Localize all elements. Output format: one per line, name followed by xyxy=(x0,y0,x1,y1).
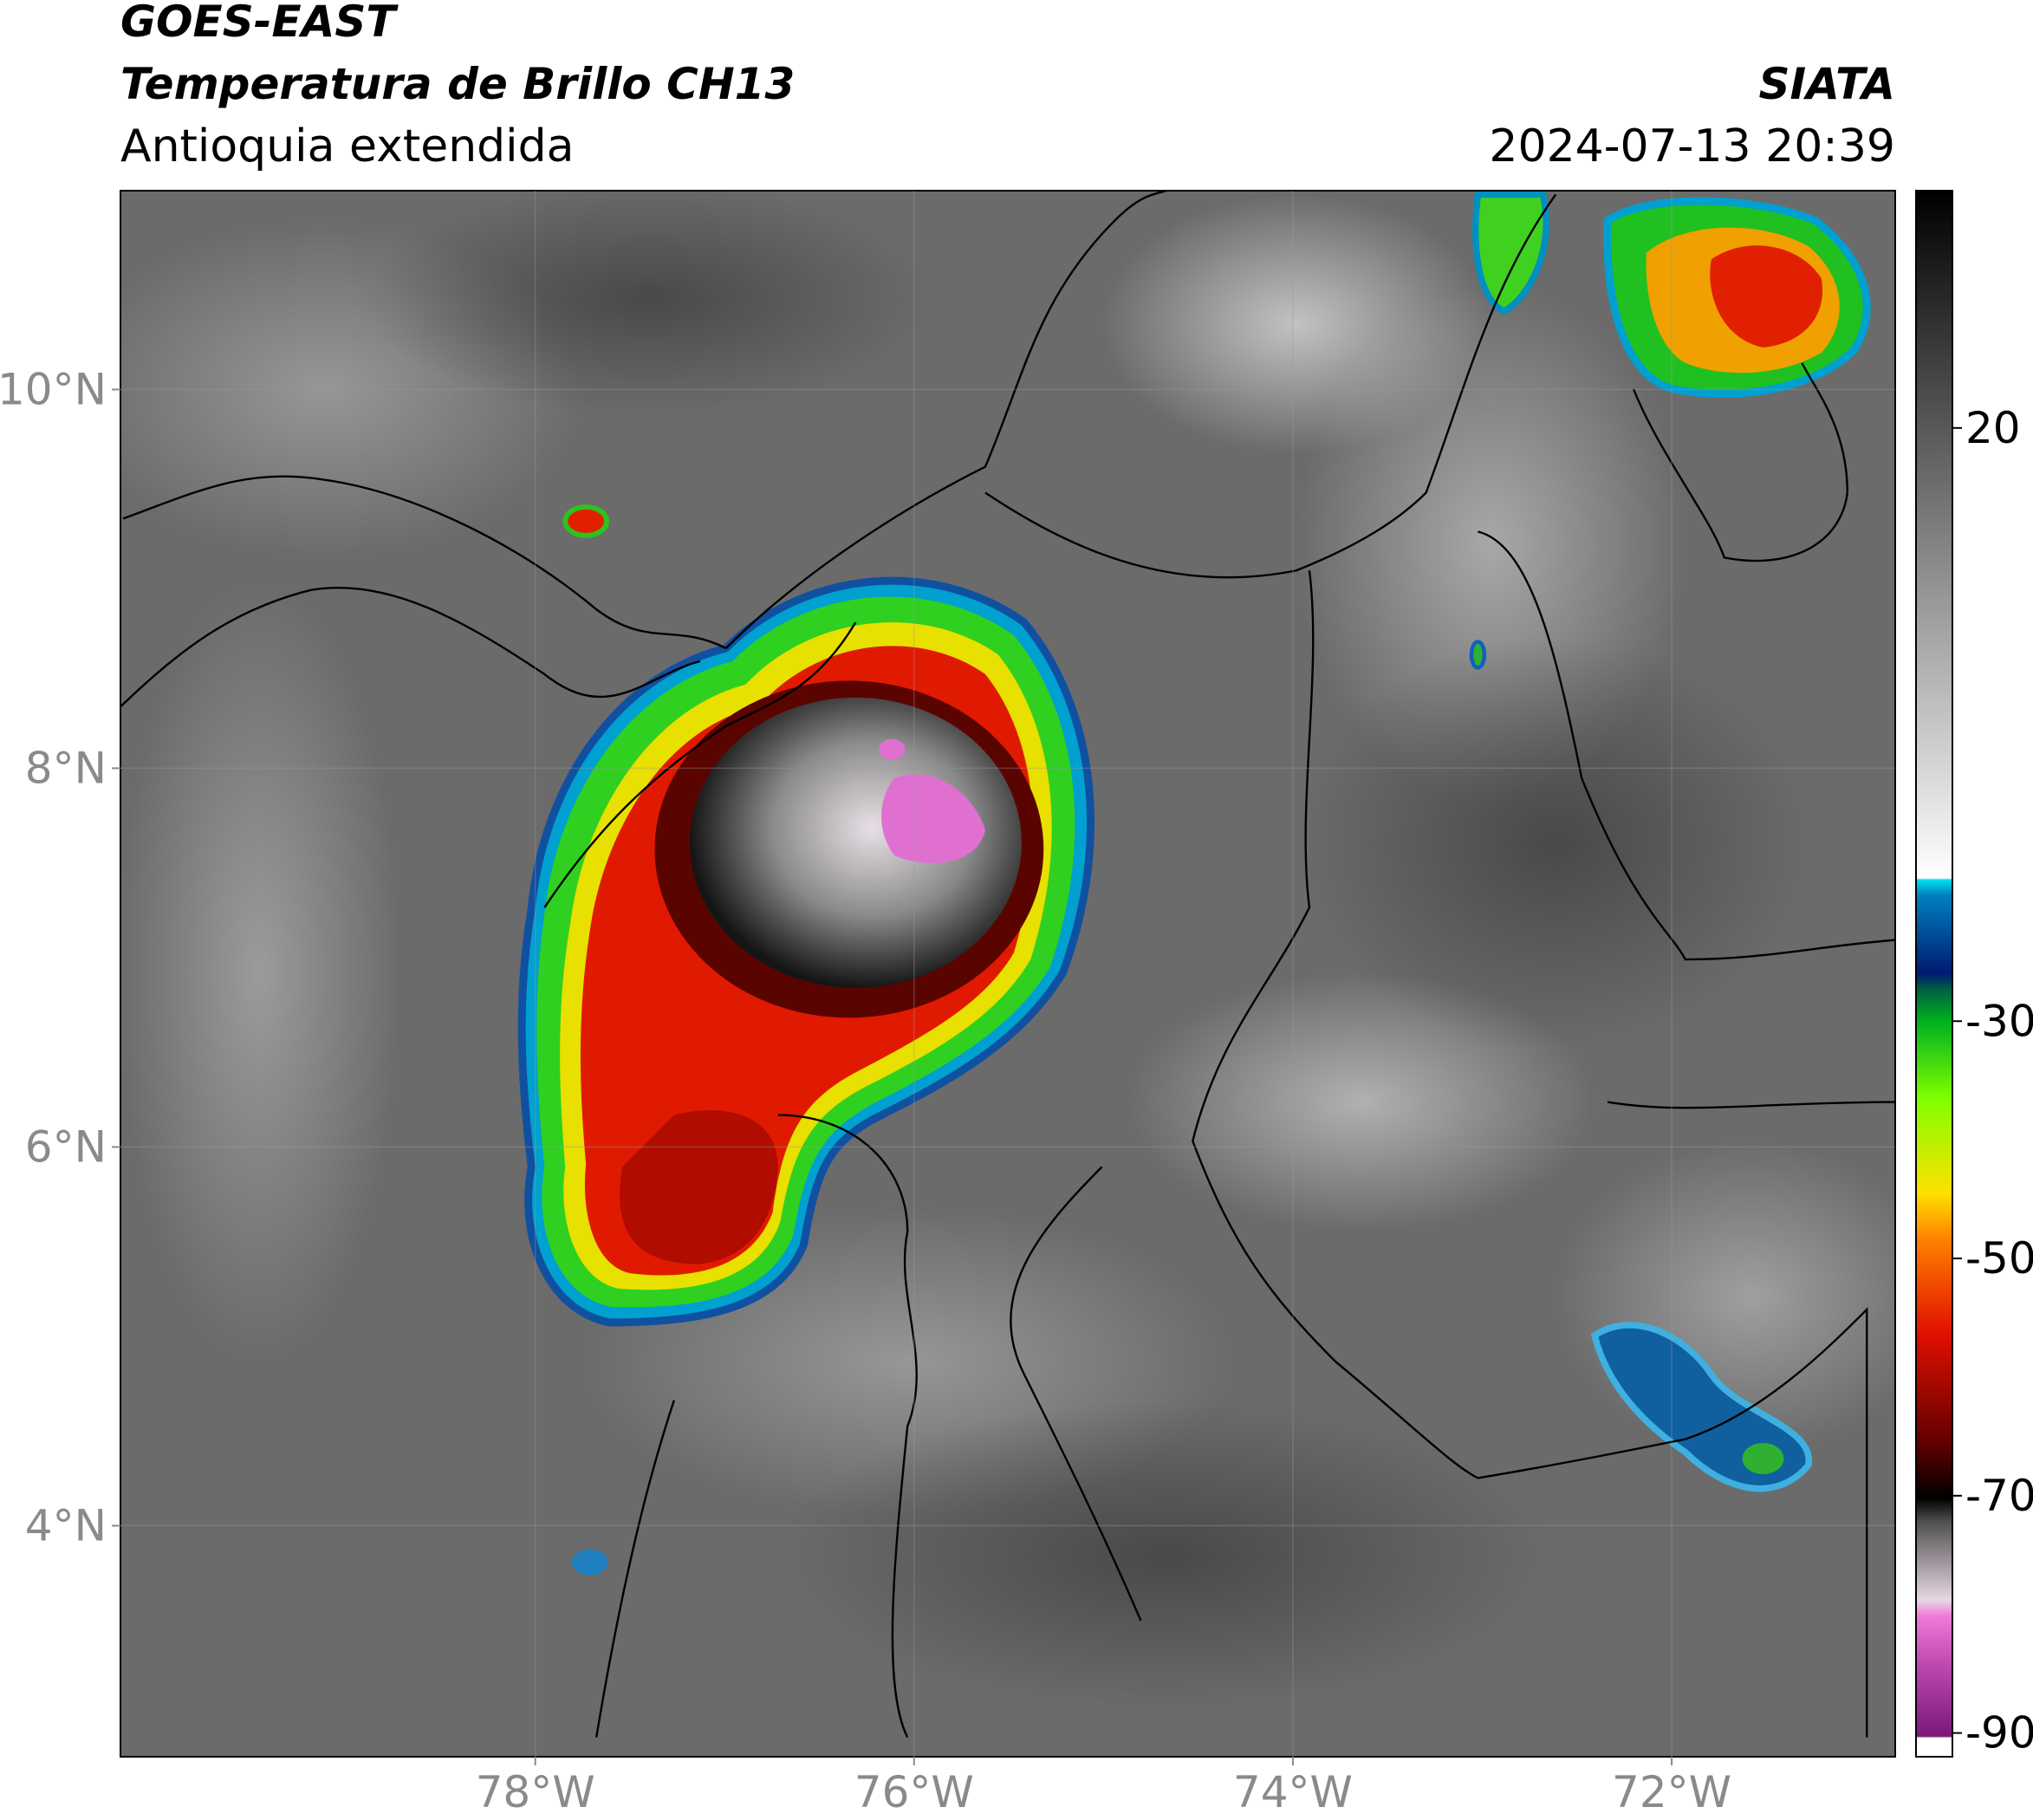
colorbar-ticks: -90 -70 -50 -30 20 xyxy=(1952,403,2033,1758)
y-tick-label: 8°N xyxy=(25,743,107,793)
x-tick-label: 76°W xyxy=(854,1767,974,1817)
colorbar xyxy=(1915,190,1953,1758)
y-tick-label: 10°N xyxy=(0,364,107,414)
colorbar-tick-label: -30 xyxy=(1965,996,2033,1046)
colorbar-tick-label: 20 xyxy=(1965,403,2021,453)
graticule: 78°W 76°W 74°W 72°W 4°N 6°N 8°N 10°N xyxy=(0,191,1895,1817)
subtitle: Temperatura de Brillo CH13 xyxy=(120,59,795,109)
y-tick-label: 6°N xyxy=(25,1121,107,1172)
title: GOES-EAST xyxy=(120,0,399,47)
map-frame xyxy=(120,190,1896,1758)
x-tick-label: 74°W xyxy=(1233,1767,1353,1817)
region: Antioquia extendida xyxy=(120,120,575,172)
y-tick-label: 4°N xyxy=(25,1500,107,1550)
datetime: 2024-07-13 20:39 xyxy=(1489,120,1895,172)
colorbar-tick-label: -90 xyxy=(1965,1708,2033,1758)
source: SIATA xyxy=(1759,59,1895,109)
x-tick-label: 78°W xyxy=(476,1767,595,1817)
x-tick-label: 72°W xyxy=(1612,1767,1731,1817)
colorbar-tick-label: -50 xyxy=(1965,1233,2033,1284)
colorbar-tick-label: -70 xyxy=(1965,1471,2033,1521)
satellite-image xyxy=(120,191,1895,1757)
